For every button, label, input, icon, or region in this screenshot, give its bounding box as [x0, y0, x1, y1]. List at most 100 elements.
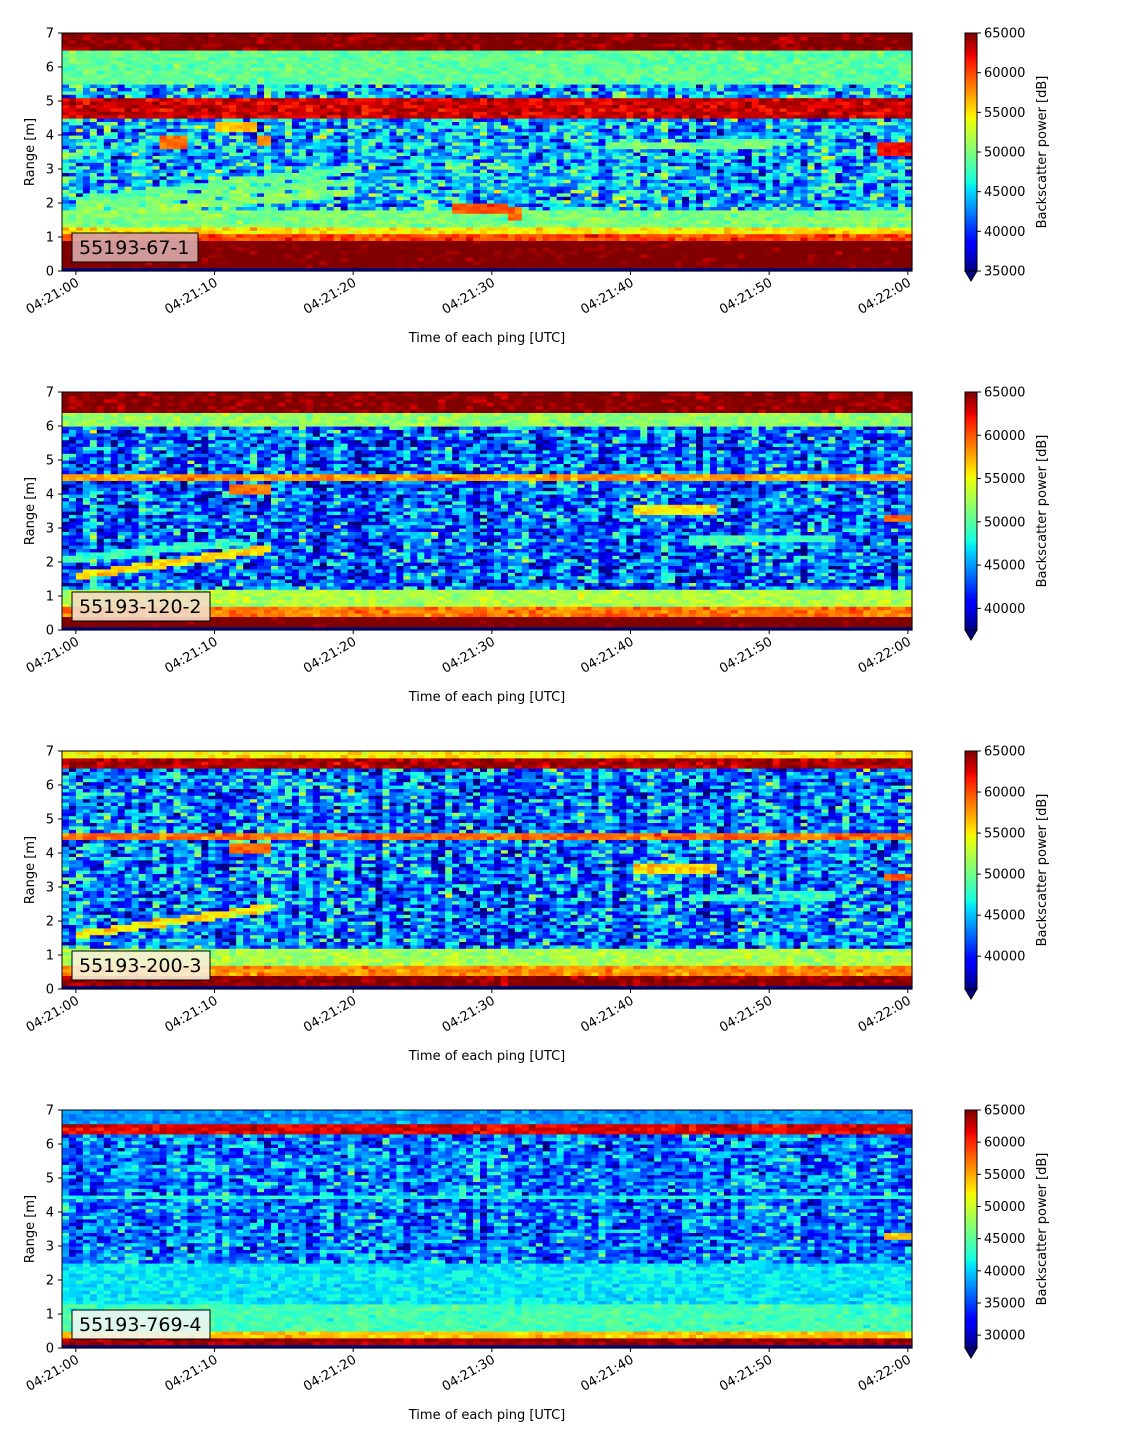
heatmap-cell [89, 94, 98, 99]
heatmap-cell [82, 260, 91, 265]
heatmap-cell [438, 250, 446, 255]
heatmap-cell [250, 260, 258, 265]
heatmap-cell [312, 50, 321, 54]
heatmap-cell [312, 267, 321, 272]
heatmap-cell [124, 131, 133, 136]
heatmap-cell [96, 155, 105, 160]
heatmap-cell [187, 158, 195, 163]
heatmap-cell [124, 267, 133, 272]
heatmap-cell [284, 118, 293, 122]
heatmap-cell [166, 73, 175, 78]
heatmap-cell [201, 267, 209, 272]
heatmap-cell [138, 56, 147, 61]
heatmap-cell [110, 213, 119, 218]
heatmap-cell [257, 264, 265, 269]
heatmap-cell [187, 121, 195, 126]
heatmap-cell [389, 209, 398, 214]
heatmap-cell [159, 36, 168, 41]
heatmap-cell [298, 60, 307, 65]
heatmap-cell [445, 131, 453, 136]
heatmap-cell [152, 121, 161, 126]
heatmap-cell [549, 192, 558, 197]
heatmap-cell [507, 209, 516, 214]
heatmap-cell [312, 114, 321, 119]
heatmap-cell [68, 158, 77, 163]
heatmap-cell [354, 226, 363, 231]
heatmap-cell [229, 138, 237, 143]
heatmap-cell [389, 175, 398, 180]
heatmap-cell [243, 135, 251, 139]
heatmap-cell [215, 128, 223, 133]
heatmap-cell [257, 220, 265, 224]
heatmap-cell [215, 70, 223, 75]
heatmap-cell [159, 104, 168, 109]
heatmap-cell [284, 179, 293, 184]
heatmap-cell [229, 152, 237, 156]
heatmap-cell [250, 250, 258, 255]
heatmap-cell [117, 196, 126, 201]
heatmap-cell [117, 165, 126, 170]
heatmap-cell [305, 209, 314, 214]
heatmap-cell [298, 172, 307, 177]
heatmap-cell [131, 43, 140, 48]
heatmap-cell [298, 90, 307, 95]
heatmap-cell [229, 158, 237, 163]
heatmap-cell [284, 267, 293, 272]
heatmap-cell [291, 257, 300, 262]
heatmap-cell [298, 175, 307, 180]
heatmap-cell [438, 216, 446, 221]
heatmap-cell [166, 158, 175, 163]
heatmap-cell [222, 237, 230, 241]
heatmap-cell [312, 141, 321, 146]
heatmap-cell [75, 67, 84, 71]
heatmap-cell [103, 104, 112, 109]
heatmap-cell [159, 209, 168, 214]
heatmap-cell [152, 63, 161, 68]
heatmap-cell [333, 114, 342, 119]
heatmap-cell [236, 162, 244, 167]
heatmap-cell [264, 63, 272, 68]
heatmap-cell [277, 141, 286, 146]
heatmap-cell [271, 101, 279, 105]
heatmap-cell [277, 230, 286, 235]
heatmap-cell [82, 104, 91, 109]
heatmap-cell [243, 216, 251, 221]
heatmap-cell [236, 209, 244, 214]
heatmap-cell [312, 186, 321, 190]
heatmap-cell [354, 243, 363, 248]
heatmap-cell [180, 230, 189, 235]
heatmap-cell [131, 196, 140, 201]
heatmap-cell [264, 233, 272, 238]
heatmap-cell [110, 145, 119, 150]
heatmap-cell [257, 175, 265, 180]
heatmap-cell [82, 206, 91, 211]
heatmap-cell [361, 233, 370, 238]
heatmap-cell [75, 145, 84, 150]
heatmap-cell [257, 179, 265, 184]
heatmap-cell [466, 165, 474, 170]
heatmap-cell [243, 104, 251, 109]
heatmap-cell [103, 158, 112, 163]
heatmap-cell [340, 257, 349, 262]
heatmap-cell [187, 111, 195, 116]
heatmap-cell [243, 145, 251, 150]
heatmap-cell [103, 172, 112, 177]
heatmap-cell [264, 90, 272, 95]
heatmap-cell [305, 199, 314, 204]
heatmap-cell [152, 53, 161, 58]
heatmap-cell [459, 216, 467, 221]
heatmap-cell [264, 209, 272, 214]
heatmap-cell [312, 237, 321, 241]
heatmap-cell [117, 230, 126, 235]
heatmap-cell [222, 121, 230, 126]
heatmap-cell [312, 240, 321, 245]
heatmap-cell [459, 175, 467, 180]
heatmap-cell [250, 46, 258, 51]
heatmap-cell [215, 97, 223, 102]
heatmap-cell [201, 247, 209, 252]
heatmap-cell [417, 165, 425, 170]
heatmap-cell [103, 216, 112, 221]
heatmap-cell [361, 182, 370, 187]
heatmap-cell [138, 87, 147, 92]
heatmap-cell [62, 179, 70, 184]
